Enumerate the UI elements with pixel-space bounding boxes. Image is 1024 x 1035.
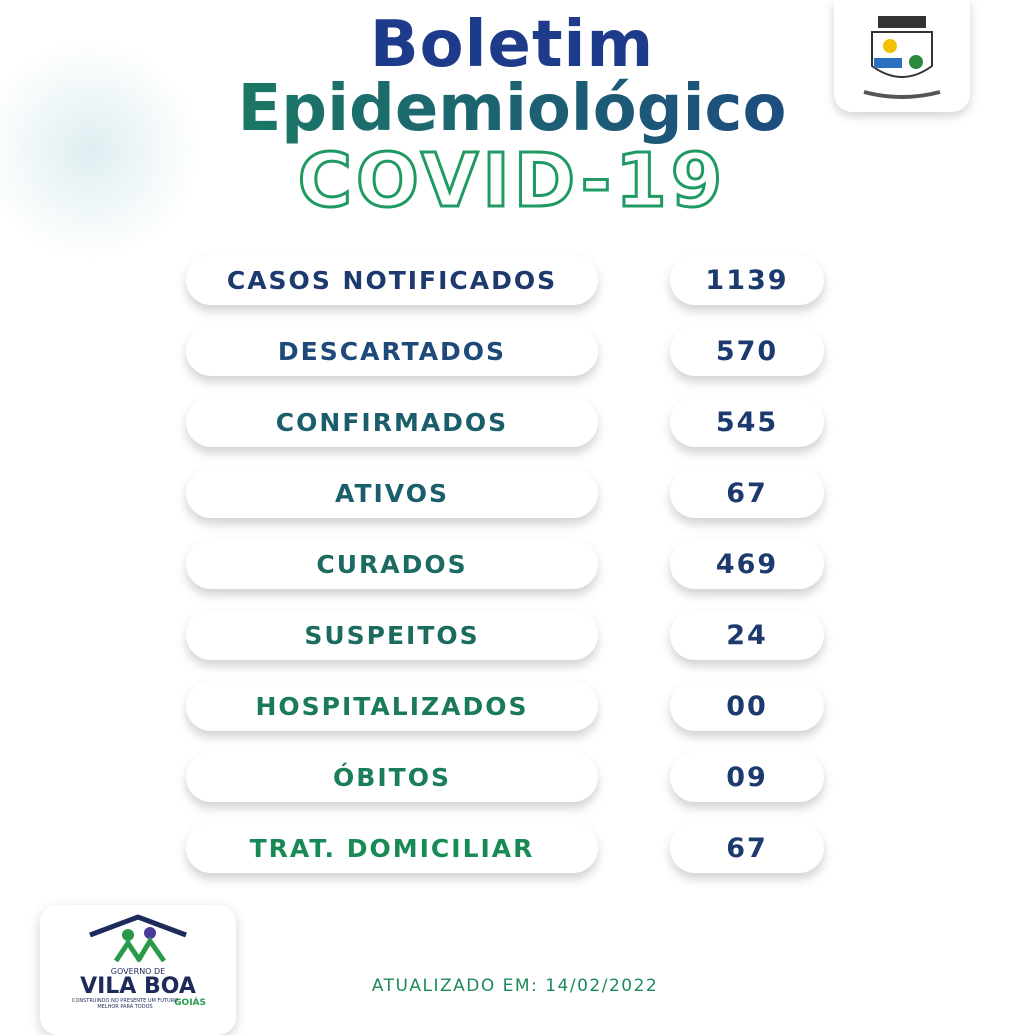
logo-slogan: CONSTRUINDO NO PRESENTE UM FUTURO MELHOR… (71, 998, 179, 1010)
roof (89, 914, 187, 938)
row-label: TRAT. DOMICILIAR (186, 823, 598, 873)
water (874, 58, 902, 68)
row-label: CURADOS (186, 539, 598, 589)
coat-of-arms (834, 0, 970, 112)
coat-icon (863, 16, 941, 99)
row-value: 24 (670, 610, 824, 660)
government-logo: GOVERNO DE VILA BOA GOIÁS CONSTRUINDO NO… (40, 905, 236, 1035)
row-value: 545 (670, 397, 824, 447)
title-line: COVID-19 (296, 137, 727, 226)
logo-text: VILA BOA (80, 974, 196, 999)
figure (122, 929, 134, 941)
row-label: CONFIRMADOS (186, 397, 598, 447)
row-label: ATIVOS (186, 468, 598, 518)
row-label: CASOS NOTIFICADOS (186, 255, 598, 305)
row-label: SUSPEITOS (186, 610, 598, 660)
figures (113, 936, 167, 963)
shield (871, 31, 933, 78)
row-label: DESCARTADOS (186, 326, 598, 376)
logo-text: GOIÁS (174, 998, 206, 1008)
row-value: 570 (670, 326, 824, 376)
sun (883, 39, 897, 53)
logo-icon (89, 914, 187, 963)
logo-text: GOVERNO DE (110, 967, 166, 976)
footer-date: ATUALIZADO EM: 14/02/2022 (371, 976, 659, 996)
row-value: 469 (670, 539, 824, 589)
row-label: HOSPITALIZADOS (186, 681, 598, 731)
row-value: 67 (670, 468, 824, 518)
row-value: 67 (670, 823, 824, 873)
crown (878, 16, 926, 28)
figure (144, 927, 156, 939)
row-value: 00 (670, 681, 824, 731)
row-value: 09 (670, 752, 824, 802)
row-value: 1139 (670, 255, 824, 305)
title-line: Epidemiológico (0, 72, 1024, 146)
title-line: Boletim (369, 8, 655, 82)
row-label: ÓBITOS (186, 752, 598, 802)
ribbon (863, 90, 941, 99)
tree (909, 55, 923, 69)
